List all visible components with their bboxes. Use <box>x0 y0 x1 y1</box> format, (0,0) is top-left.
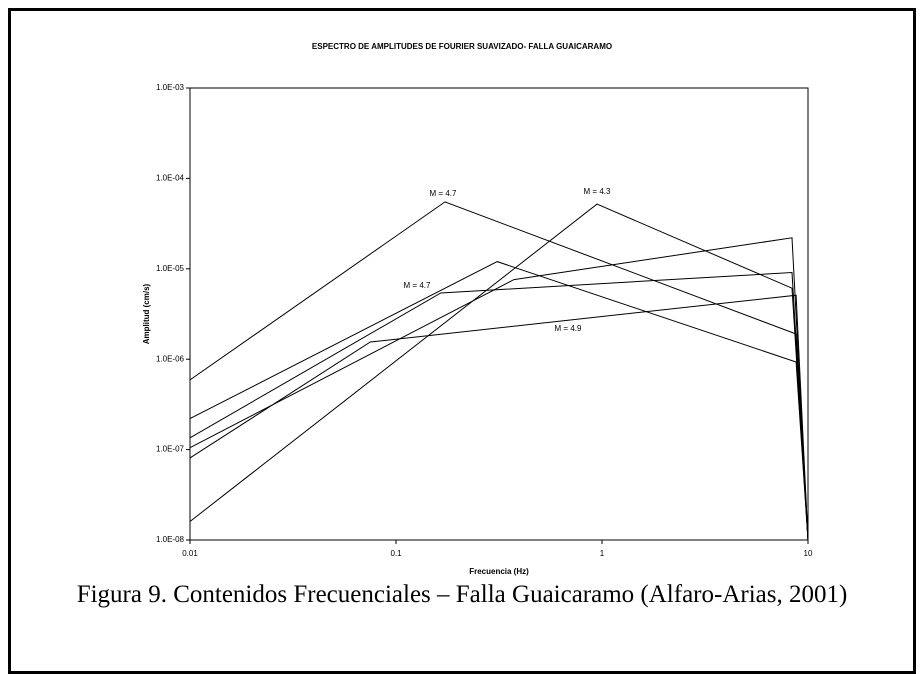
series-line <box>189 237 809 541</box>
x-tick-label: 10 <box>804 549 813 558</box>
y-tick-label: 1.0E-07 <box>156 445 185 454</box>
series-line <box>189 203 809 541</box>
annotation: M = 4.7 <box>430 189 457 198</box>
series-line <box>189 271 809 541</box>
series-line <box>189 294 809 541</box>
chart: ESPECTRO DE AMPLITUDES DE FOURIER SUAVIZ… <box>142 42 813 576</box>
x-tick-label: 1 <box>600 549 605 558</box>
chart-title: ESPECTRO DE AMPLITUDES DE FOURIER SUAVIZ… <box>312 42 612 51</box>
y-axis-label: Amplitud (cm/s) <box>142 283 151 344</box>
x-tick-label: 0.1 <box>390 549 402 558</box>
annotation: M = 4.9 <box>555 324 582 333</box>
plot-area <box>189 87 809 541</box>
y-tick-label: 1.0E-06 <box>156 354 185 363</box>
y-tick-label: 1.0E-04 <box>156 174 185 183</box>
y-tick-label: 1.0E-05 <box>156 264 185 273</box>
caption: Figura 9. Contenidos Frecuenciales – Fal… <box>76 581 848 608</box>
annotation: M = 4.3 <box>584 187 611 196</box>
x-tick-label: 0.01 <box>182 549 198 558</box>
x-axis-label: Frecuencia (Hz) <box>469 567 529 576</box>
y-tick-label: 1.0E-08 <box>156 535 185 544</box>
y-tick-label: 1.0E-03 <box>156 83 185 92</box>
frame <box>8 8 916 674</box>
page: {"chart_data":{"type":"line","title":"ES… <box>8 8 916 674</box>
annotation: M = 4.7 <box>404 281 431 290</box>
